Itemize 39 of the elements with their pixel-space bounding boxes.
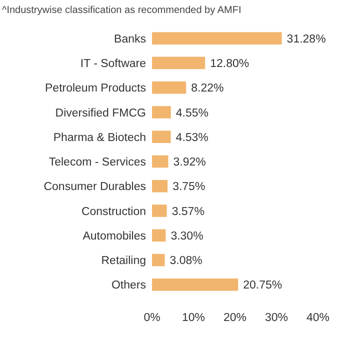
chart-title: ^Industrywise classification as recommended by AMFI xyxy=(2,5,242,16)
y-tick-label: Petroleum Products xyxy=(45,82,146,95)
data-label: 20.75% xyxy=(243,280,282,292)
bar xyxy=(152,254,165,266)
bar xyxy=(152,204,167,217)
bar xyxy=(152,180,168,192)
data-label: 3.30% xyxy=(170,230,204,242)
x-tick-label: 40% xyxy=(306,312,330,324)
y-tick-label: Retailing xyxy=(101,255,146,268)
bar xyxy=(152,155,168,168)
data-label: 3.08% xyxy=(170,255,202,268)
y-tick-label: Consumer Durables xyxy=(44,181,146,194)
x-tick-label: 10% xyxy=(182,312,206,324)
x-tick-label: 20% xyxy=(223,312,247,324)
y-tick-label: Automobiles xyxy=(82,230,146,242)
y-tick-label: IT - Software xyxy=(80,58,146,70)
bar xyxy=(152,278,238,291)
bar xyxy=(152,106,171,118)
y-tick-label: Others xyxy=(111,280,146,292)
bar xyxy=(152,32,282,44)
y-tick-label: Telecom - Services xyxy=(48,156,146,169)
bar xyxy=(152,56,206,70)
y-tick-label: Construction xyxy=(81,206,146,218)
x-tick-label: 0% xyxy=(144,312,160,324)
bar xyxy=(152,81,186,94)
y-tick-label: Banks xyxy=(114,33,146,46)
data-label: 31.28% xyxy=(286,33,326,46)
bar xyxy=(152,229,166,242)
data-label: 12.80% xyxy=(210,58,250,70)
data-label: 3.57% xyxy=(172,206,204,218)
data-label: 3.75% xyxy=(172,181,206,194)
bar xyxy=(152,130,171,144)
y-tick-label: Pharma & Biotech xyxy=(53,132,146,144)
data-label: 3.92% xyxy=(173,156,206,169)
data-label: 4.55% xyxy=(176,107,208,120)
y-tick-label: Diversified FMCG xyxy=(55,107,146,120)
data-label: 8.22% xyxy=(191,82,224,95)
x-tick-label: 30% xyxy=(264,312,288,324)
data-label: 4.53% xyxy=(176,132,208,144)
